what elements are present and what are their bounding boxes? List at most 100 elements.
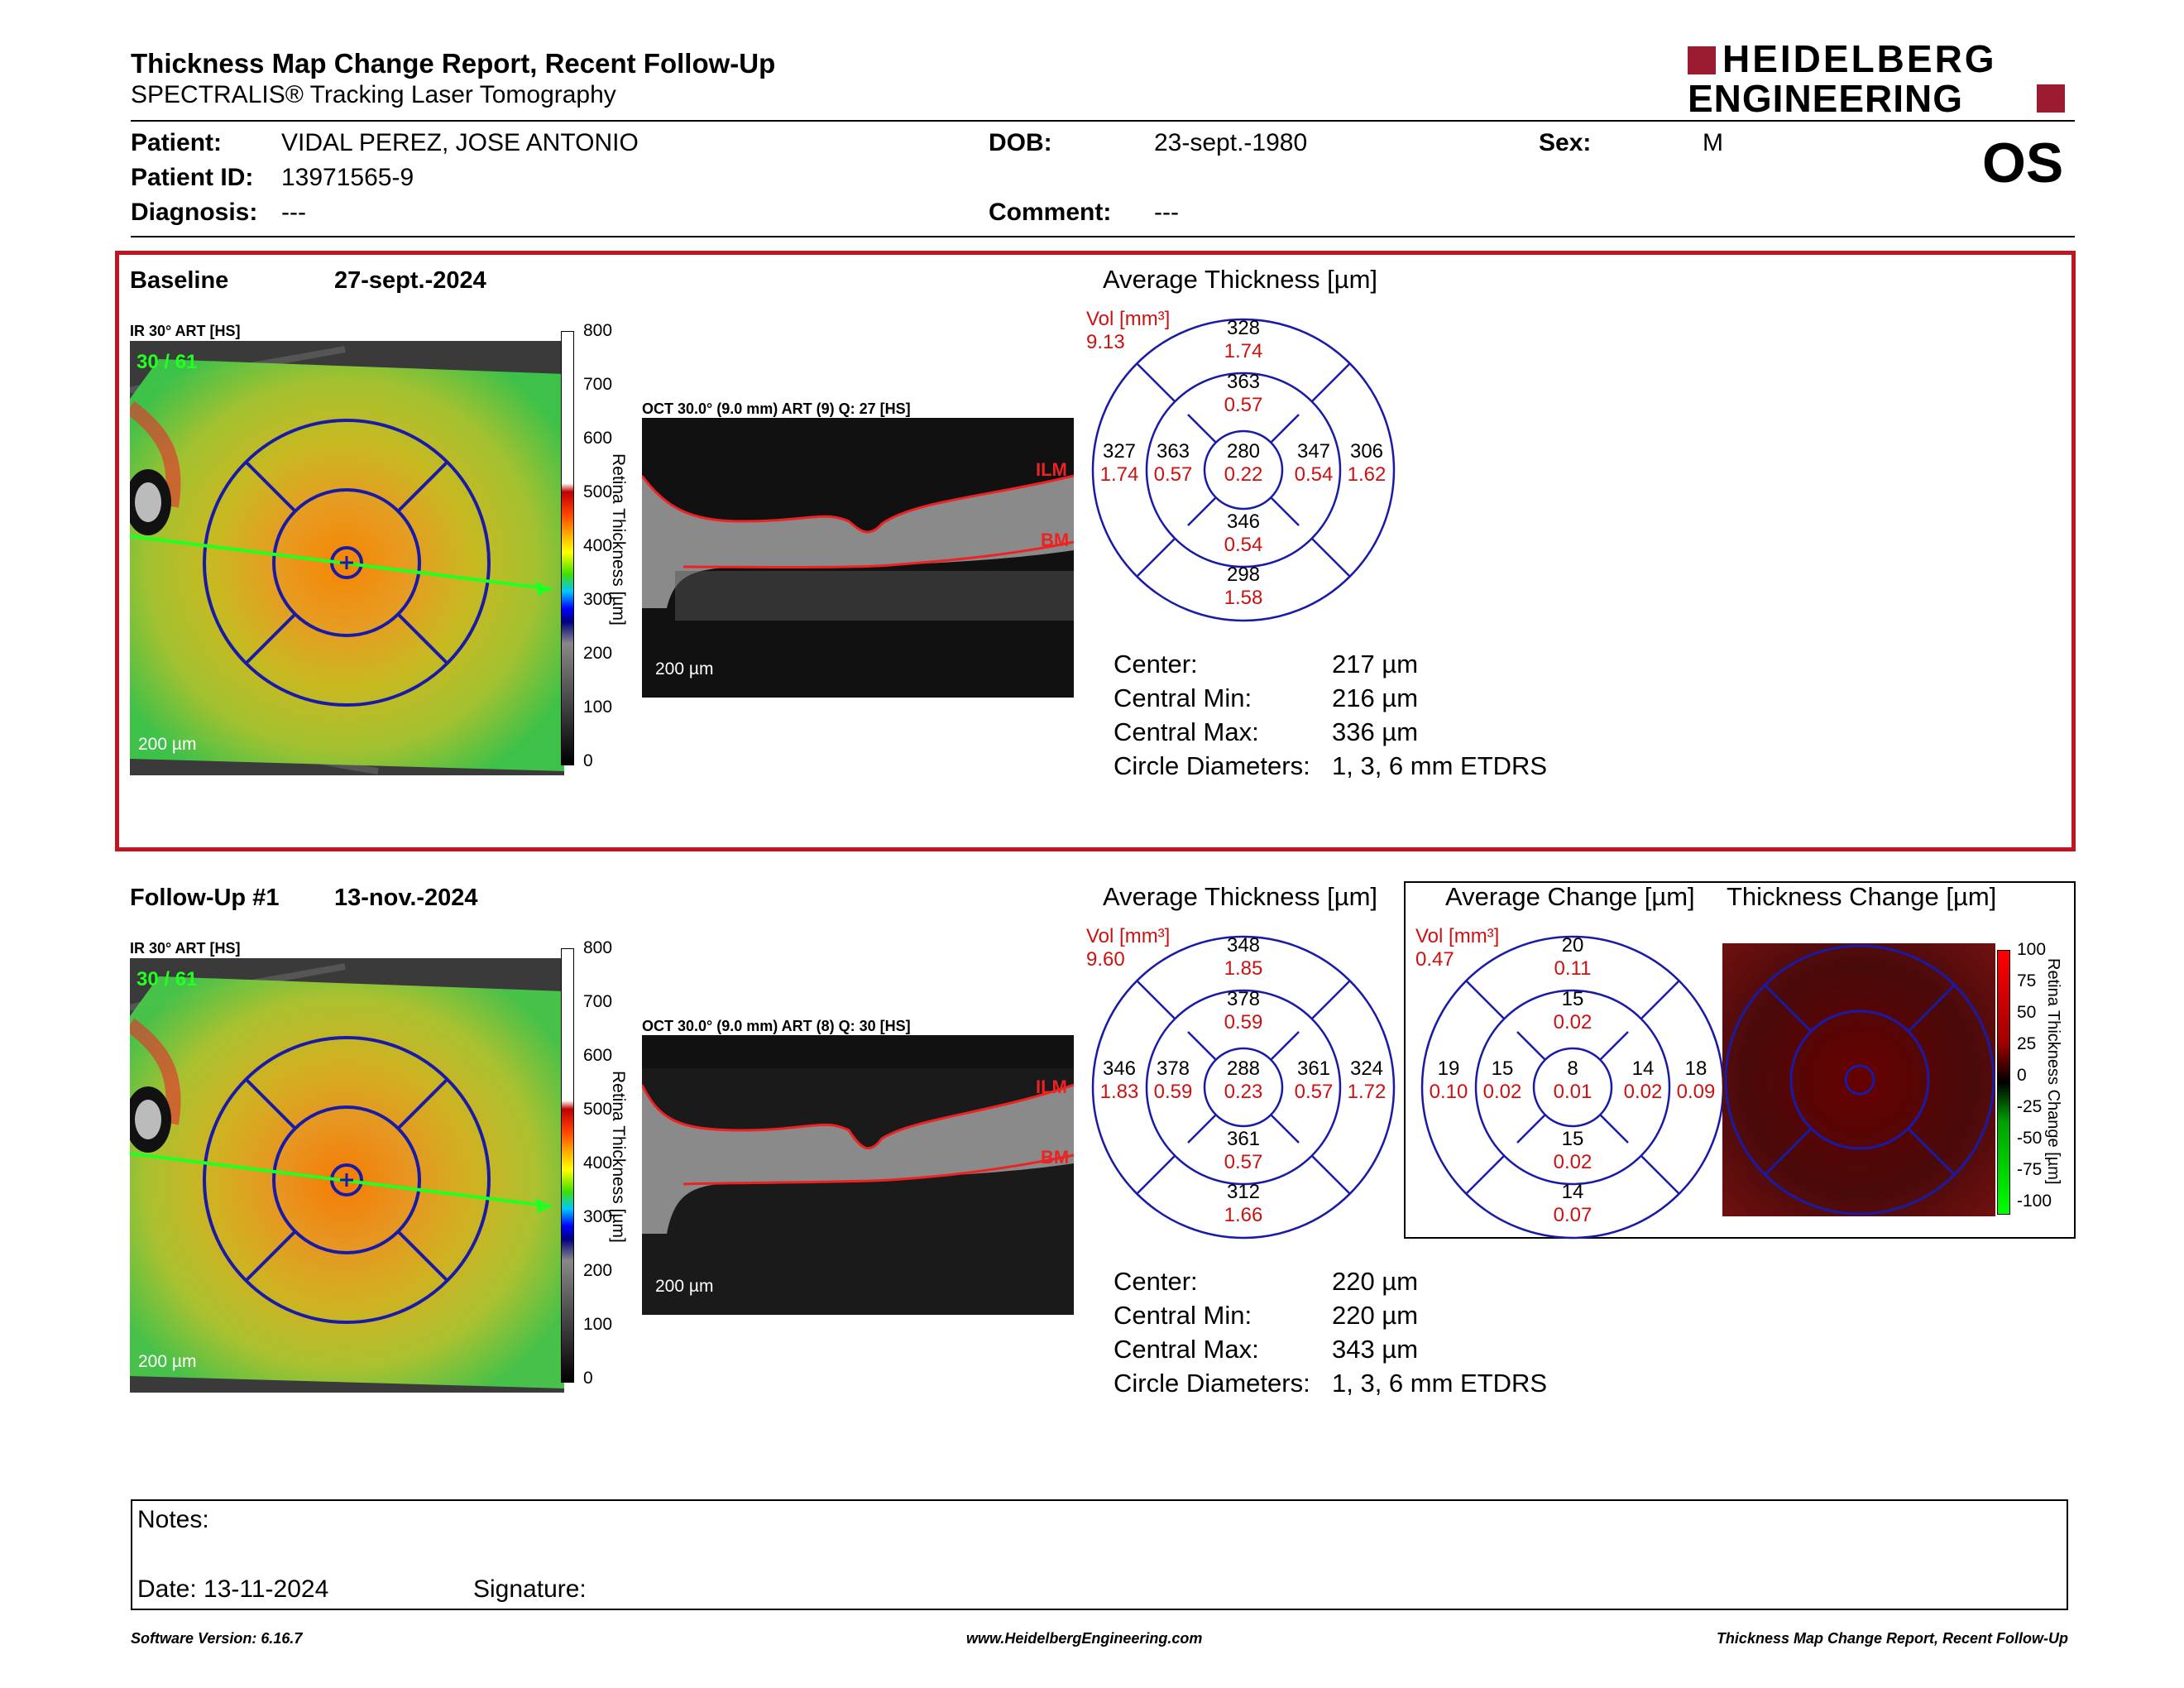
baseline-center: 280 0.22 — [1224, 440, 1263, 486]
chg-tick-50: 50 — [2017, 1003, 2037, 1022]
followup-outer-nas: 324 1.72 — [1347, 1057, 1387, 1103]
baseline-ir-scale: 200 µm — [138, 735, 197, 754]
baseline-oct-scan: ILM BM 200 µm — [642, 418, 1074, 698]
tick-100: 100 — [583, 698, 613, 717]
baseline-max-value: 336 µm — [1332, 717, 1419, 746]
notes-box[interactable]: Notes: Date: 13-11-2024 Signature: — [131, 1499, 2068, 1610]
change-scale-title: Retina Thickness Change [µm] — [2044, 958, 2062, 1185]
baseline-inner-sup: 363 0.57 — [1224, 371, 1263, 416]
baseline-outer-temp: 327 1.74 — [1099, 440, 1139, 486]
baseline-diam-label: Circle Diameters: — [1114, 751, 1310, 780]
logo-square-icon-2 — [2037, 84, 2065, 113]
comment-label: Comment: — [989, 199, 1112, 226]
followup-inner-sup: 378 0.59 — [1224, 988, 1263, 1033]
tick-200: 200 — [583, 644, 613, 663]
tick-100: 100 — [583, 1315, 613, 1334]
baseline-min-value: 216 µm — [1332, 683, 1419, 712]
change-map-title: Thickness Change [µm] — [1727, 882, 1997, 911]
change-outer-nas: 18 0.09 — [1676, 1057, 1716, 1103]
tick-400: 400 — [583, 1153, 613, 1172]
logo-line2: ENGINEERING — [1688, 77, 1964, 120]
followup-avg-title: Average Thickness [µm] — [1103, 882, 1378, 911]
baseline-ir-counter: 30 / 61 — [136, 351, 198, 373]
tick-800: 800 — [583, 321, 613, 340]
followup-inner-nas: 361 0.57 — [1294, 1057, 1334, 1103]
baseline-center-value: 217 µm — [1332, 650, 1419, 679]
patient-id: 13971565-9 — [281, 164, 414, 191]
followup-diam-label: Circle Diameters: — [1114, 1369, 1310, 1398]
baseline-inner-temp: 363 0.57 — [1153, 440, 1193, 486]
change-vol-value: 0.47 — [1415, 948, 1454, 971]
chg-tick-m75: -75 — [2017, 1160, 2043, 1179]
followup-center: 288 0.23 — [1224, 1057, 1263, 1103]
patient-label: Patient: — [131, 129, 223, 156]
chg-tick-m25: -25 — [2017, 1097, 2043, 1116]
followup-bm-label: BM — [1041, 1147, 1070, 1168]
followup-inner-temp: 378 0.59 — [1153, 1057, 1193, 1103]
followup-ir-scale: 200 µm — [138, 1352, 197, 1371]
followup-thickness-colorbar — [561, 948, 574, 1383]
change-inner-inf: 15 0.02 — [1553, 1128, 1592, 1173]
followup-fundus-image: 30 / 61 200 µm — [130, 958, 564, 1393]
change-inner-temp: 15 0.02 — [1482, 1057, 1522, 1103]
tick-200: 200 — [583, 1261, 613, 1280]
followup-oct-scale: 200 µm — [655, 1277, 714, 1296]
tick-0: 0 — [583, 751, 593, 770]
logo-line1: HEIDELBERG — [1722, 37, 1997, 80]
tick-500: 500 — [583, 1100, 613, 1119]
sex-label: Sex: — [1539, 129, 1592, 156]
followup-center-label: Center: — [1114, 1267, 1198, 1296]
change-scale-ticks: 100 75 50 25 0 -25 -50 -75 -100 — [2017, 940, 2052, 1221]
followup-ir-label: IR 30° ART [HS] — [130, 940, 241, 957]
footer-url[interactable]: www.HeidelbergEngineering.com — [966, 1630, 1203, 1647]
baseline-scale-title: Retina Thickness [µm] — [609, 453, 628, 626]
patient-id-label: Patient ID: — [131, 164, 254, 191]
report-subtitle: SPECTRALIS® Tracking Laser Tomography — [131, 81, 616, 108]
diagnosis-value: --- — [281, 199, 306, 226]
diagnosis-label: Diagnosis: — [131, 199, 258, 226]
footer-version: Software Version: 6.16.7 — [131, 1630, 303, 1647]
followup-oct-scan: ILM BM 200 µm — [642, 1035, 1074, 1315]
followup-scale-title: Retina Thickness [µm] — [609, 1071, 628, 1243]
followup-diam-value: 1, 3, 6 mm ETDRS — [1332, 1369, 1548, 1398]
baseline-inner-inf: 346 0.54 — [1224, 511, 1263, 556]
dob-value: 23-sept.-1980 — [1154, 129, 1308, 156]
baseline-oct-scale: 200 µm — [655, 659, 714, 679]
followup-vol-value: 9.60 — [1086, 948, 1125, 971]
tick-600: 600 — [583, 1046, 613, 1065]
baseline-oct-label: OCT 30.0° (9.0 mm) ART (9) Q: 27 [HS] — [642, 400, 911, 417]
baseline-ilm-label: ILM — [1036, 459, 1067, 480]
tick-700: 700 — [583, 992, 613, 1011]
baseline-vol-label: Vol [mm³] — [1086, 308, 1171, 330]
baseline-label: Baseline — [130, 267, 229, 294]
change-outer-sup: 20 0.11 — [1554, 934, 1592, 980]
followup-etdrs-grid — [1088, 930, 1402, 1244]
tick-500: 500 — [583, 482, 613, 501]
change-avg-title: Average Change [µm] — [1445, 882, 1695, 911]
followup-thickness-ticks: 800 700 600 500 400 300 200 100 0 — [583, 938, 616, 1402]
header-divider — [131, 120, 2075, 122]
notes-date: Date: 13-11-2024 — [137, 1575, 329, 1603]
change-panel — [1404, 881, 2076, 1239]
change-vol-label: Vol [mm³] — [1415, 925, 1500, 947]
notes-label: Notes: — [137, 1506, 209, 1533]
followup-label: Follow-Up #1 — [130, 885, 280, 911]
baseline-max-label: Central Max: — [1114, 717, 1259, 746]
baseline-fundus-image: 30 / 61 200 µm — [130, 341, 564, 775]
change-center: 8 0.01 — [1553, 1057, 1592, 1103]
chg-tick-100: 100 — [2017, 940, 2047, 959]
chg-tick-25: 25 — [2017, 1034, 2037, 1053]
patient-divider — [131, 236, 2075, 237]
baseline-outer-sup: 328 1.74 — [1224, 317, 1263, 362]
tick-400: 400 — [583, 536, 613, 555]
tick-600: 600 — [583, 429, 613, 448]
followup-outer-inf: 312 1.66 — [1224, 1181, 1263, 1226]
followup-ir-counter: 30 / 61 — [136, 968, 198, 990]
chg-tick-0: 0 — [2017, 1066, 2027, 1085]
change-inner-sup: 15 0.02 — [1553, 988, 1592, 1033]
baseline-highlight-box — [115, 251, 2076, 851]
followup-max-label: Central Max: — [1114, 1335, 1259, 1364]
baseline-inner-nas: 347 0.54 — [1294, 440, 1334, 486]
baseline-thickness-ticks: 800 700 600 500 400 300 200 100 0 — [583, 321, 616, 784]
followup-oct-label: OCT 30.0° (9.0 mm) ART (8) Q: 30 [HS] — [642, 1018, 911, 1034]
